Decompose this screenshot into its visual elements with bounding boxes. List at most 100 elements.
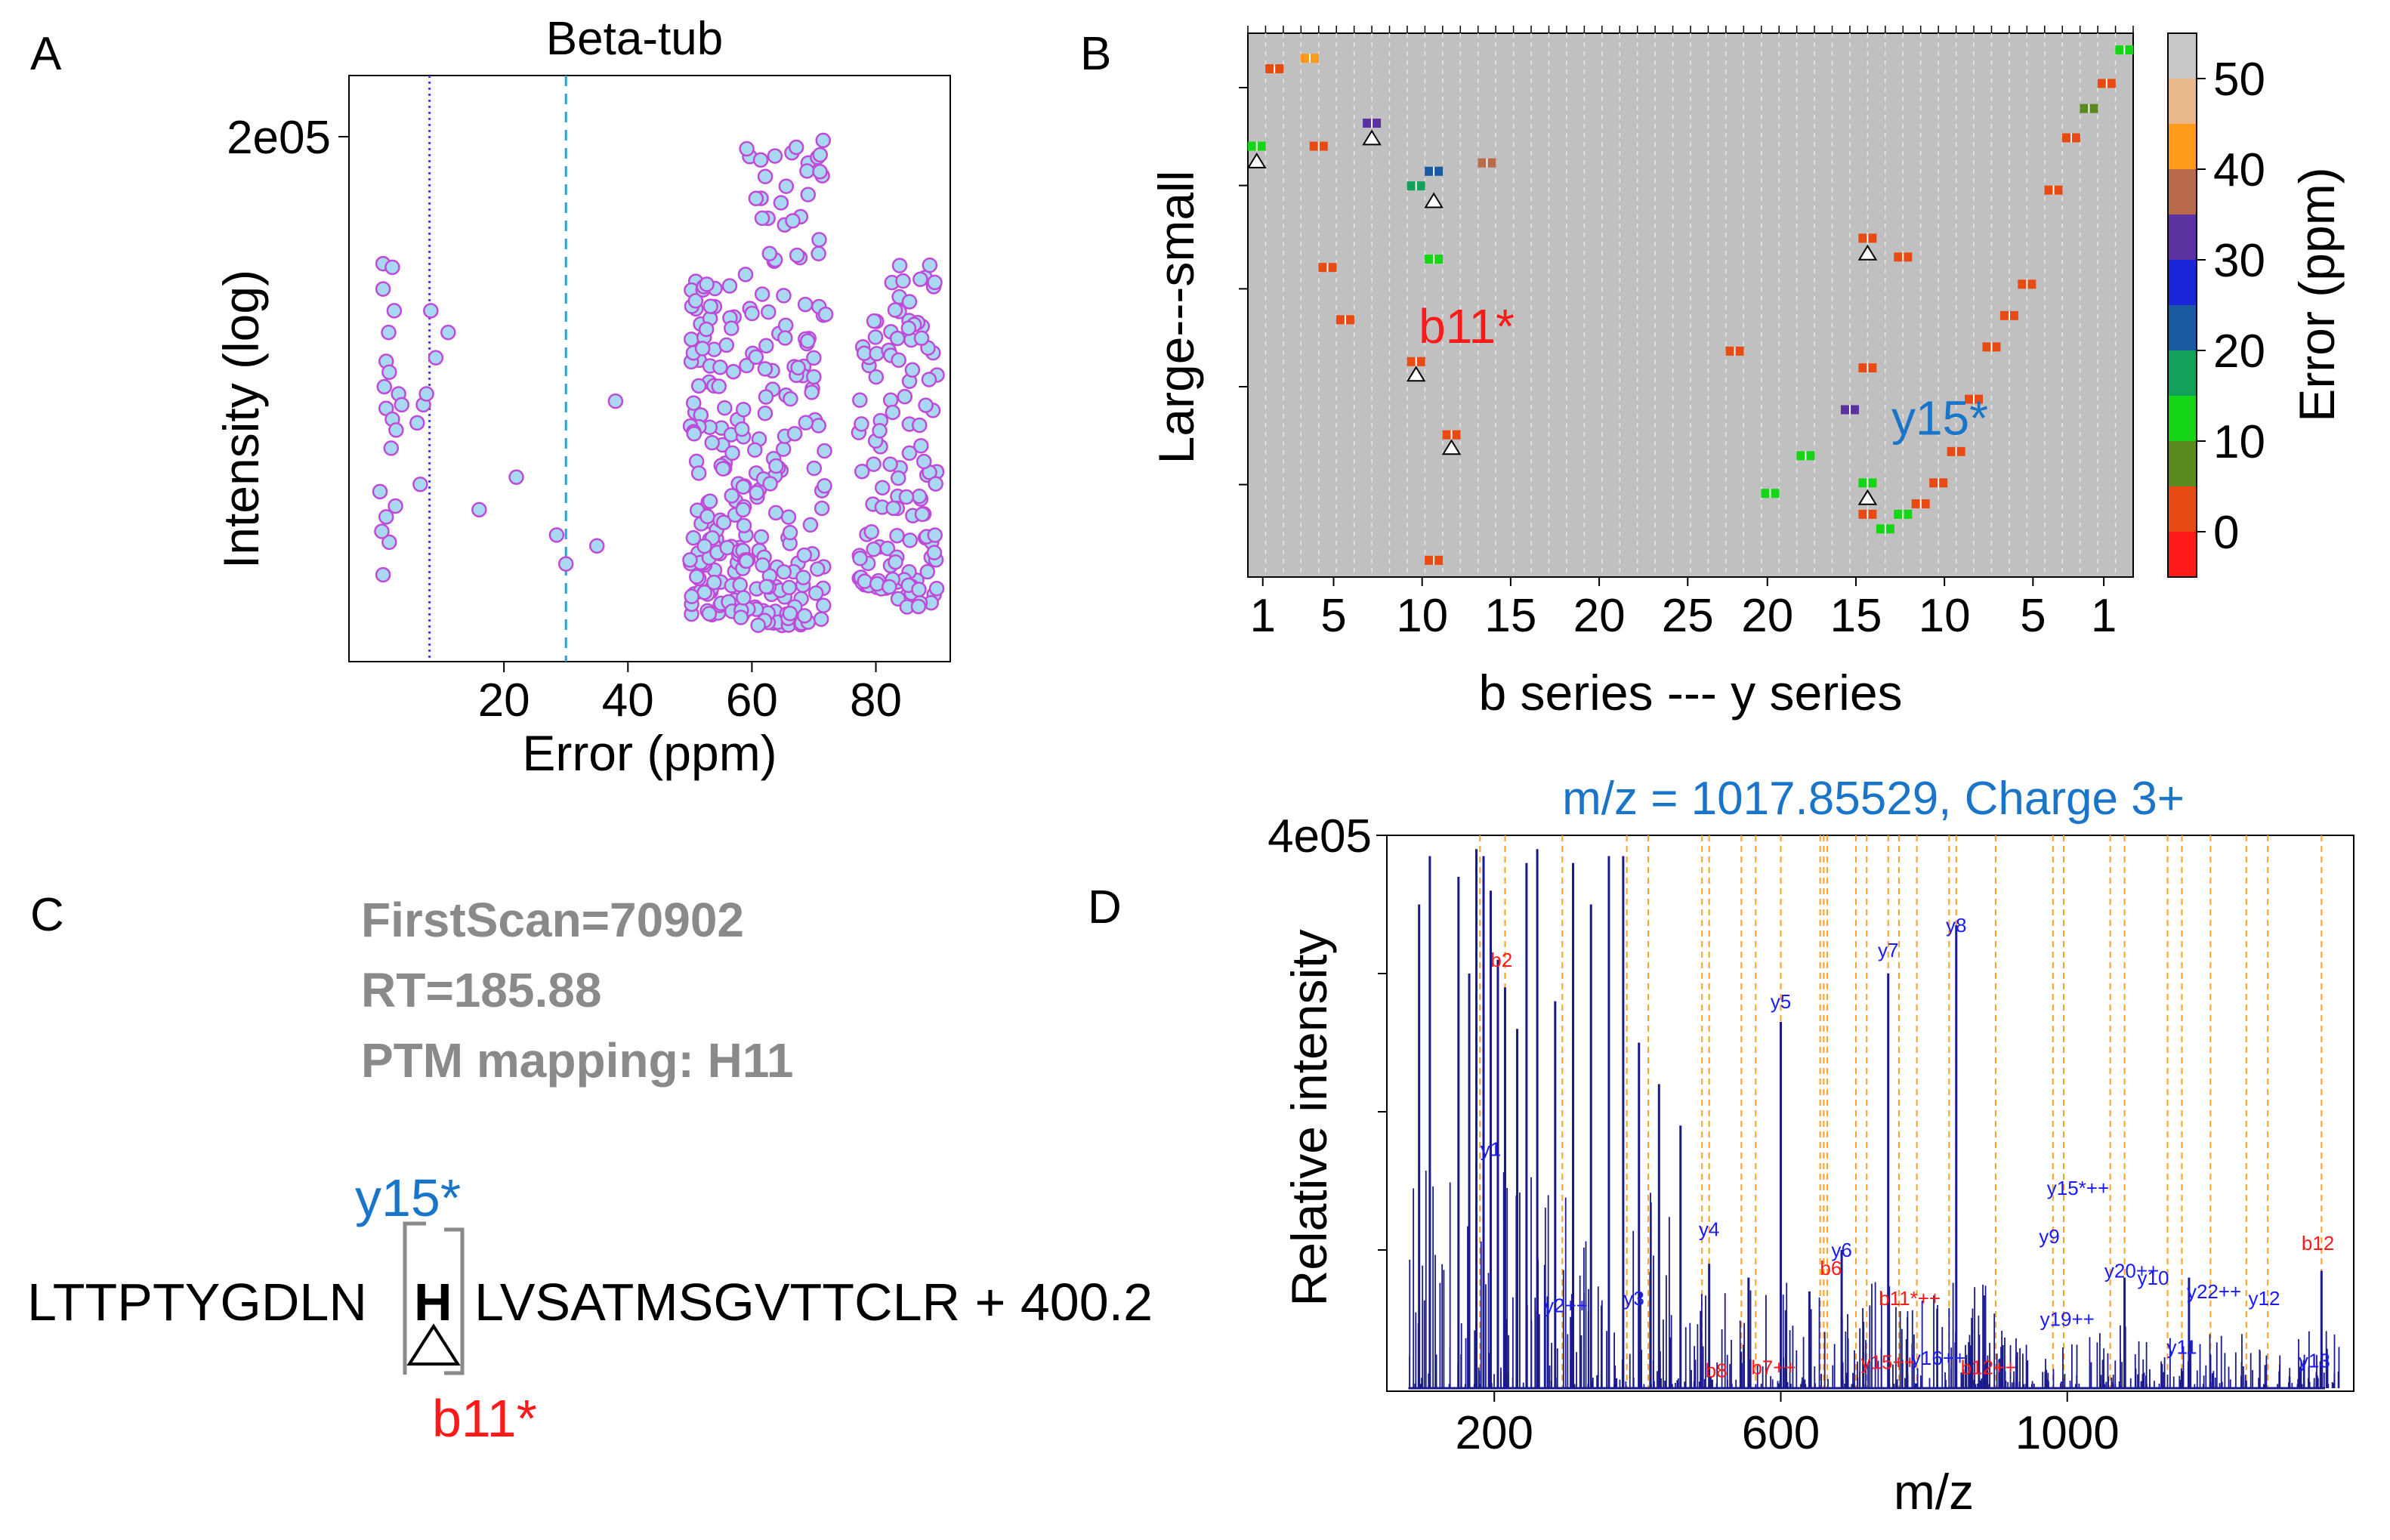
- panel-a: A Beta-tub 20 40 60 80 2e05 Error (ppm) Inte…: [30, 13, 951, 781]
- data-point: [852, 551, 868, 566]
- colorbar-tick-label: 50: [2213, 54, 2265, 106]
- data-point: [854, 416, 869, 432]
- colorbar-band: [2168, 532, 2197, 577]
- data-point: [927, 274, 943, 291]
- data-point: [901, 294, 918, 310]
- data-point: [690, 465, 707, 481]
- data-point: [913, 330, 930, 346]
- ion-label: y11: [2166, 1335, 2197, 1358]
- data-point: [927, 527, 943, 543]
- data-point: [885, 404, 901, 421]
- data-point: [752, 152, 769, 168]
- data-point: [777, 330, 793, 346]
- data-point: [748, 349, 764, 365]
- sequence-suffix: LVSATMSGVTTCLR + 400.2: [474, 1273, 1153, 1332]
- ptm-triangle-icon: [406, 1323, 461, 1366]
- data-point: [926, 545, 943, 560]
- data-point: [386, 303, 403, 319]
- data-point: [684, 588, 699, 604]
- data-point: [767, 505, 784, 521]
- data-point: [914, 506, 931, 523]
- data-point: [778, 178, 795, 194]
- first-scan-text: FirstScan=70902: [361, 893, 744, 947]
- colorbar-band: [2168, 33, 2197, 79]
- data-point: [757, 361, 774, 377]
- triangle-marker: [1424, 192, 1444, 208]
- data-point: [724, 488, 740, 504]
- data-point: [918, 397, 934, 413]
- data-point: [785, 213, 801, 229]
- data-point: [796, 547, 813, 563]
- data-point: [773, 195, 789, 211]
- ion-label: y15*++: [2047, 1177, 2109, 1199]
- data-point: [922, 257, 938, 273]
- data-point: [888, 554, 903, 570]
- data-point: [706, 574, 722, 591]
- data-point: [381, 324, 397, 341]
- triangle-marker: [1441, 439, 1462, 455]
- data-point: [732, 576, 749, 593]
- data-point: [715, 461, 731, 477]
- data-point: [733, 610, 749, 625]
- x-tick-label: 1000: [2015, 1407, 2120, 1459]
- data-point: [817, 477, 832, 494]
- colorbar-band: [2168, 79, 2197, 124]
- data-point: [735, 479, 752, 495]
- data-point: [767, 148, 783, 164]
- data-point: [684, 331, 699, 347]
- data-point: [782, 605, 798, 622]
- data-point: [795, 569, 811, 585]
- colorbar-tick-label: 30: [2213, 235, 2265, 287]
- y-tick-label: 4e05: [1268, 810, 1372, 863]
- data-point: [815, 597, 832, 613]
- data-point: [885, 500, 901, 517]
- x-tick-label: 5: [2020, 590, 2046, 642]
- data-point: [889, 330, 906, 347]
- data-point: [928, 581, 945, 597]
- data-point: [694, 341, 711, 356]
- data-point: [383, 440, 400, 456]
- data-point: [867, 329, 884, 345]
- data-point: [418, 386, 434, 402]
- data-point: [738, 553, 755, 569]
- data-point: [872, 423, 888, 439]
- data-point: [910, 598, 927, 615]
- data-point: [704, 434, 720, 451]
- data-point: [690, 378, 707, 394]
- data-point: [897, 388, 913, 405]
- data-point: [804, 384, 820, 400]
- data-point: [812, 163, 828, 180]
- data-point: [807, 585, 824, 601]
- data-point: [912, 417, 928, 434]
- ion-label: y6: [1831, 1239, 1851, 1261]
- triangle-marker: [1246, 152, 1267, 168]
- panel-c: C FirstScan=70902 RT=185.88 PTM mapping:…: [27, 889, 1153, 1448]
- data-point: [736, 517, 752, 534]
- data-point: [857, 573, 873, 589]
- y-tick-label: 2e05: [227, 112, 331, 164]
- data-point: [375, 566, 391, 583]
- colorbar-band: [2168, 486, 2197, 532]
- data-point: [817, 443, 832, 459]
- data-point: [384, 259, 400, 276]
- data-point: [749, 485, 764, 501]
- data-point: [790, 360, 806, 375]
- data-point: [607, 393, 624, 409]
- data-point: [868, 369, 885, 385]
- ion-label: b8: [1706, 1359, 1728, 1381]
- data-point: [381, 364, 397, 381]
- data-point: [374, 523, 390, 539]
- triangle-marker: [1857, 489, 1878, 505]
- data-point: [802, 517, 819, 533]
- x-tick-label: 40: [602, 674, 654, 727]
- data-point: [761, 304, 777, 320]
- panel-letter-d: D: [1088, 881, 1122, 934]
- data-point: [588, 538, 605, 554]
- x-tick-label: 20: [1741, 590, 1793, 642]
- data-point: [806, 369, 822, 385]
- data-point: [508, 469, 524, 485]
- data-point: [739, 357, 755, 374]
- data-point: [799, 163, 815, 179]
